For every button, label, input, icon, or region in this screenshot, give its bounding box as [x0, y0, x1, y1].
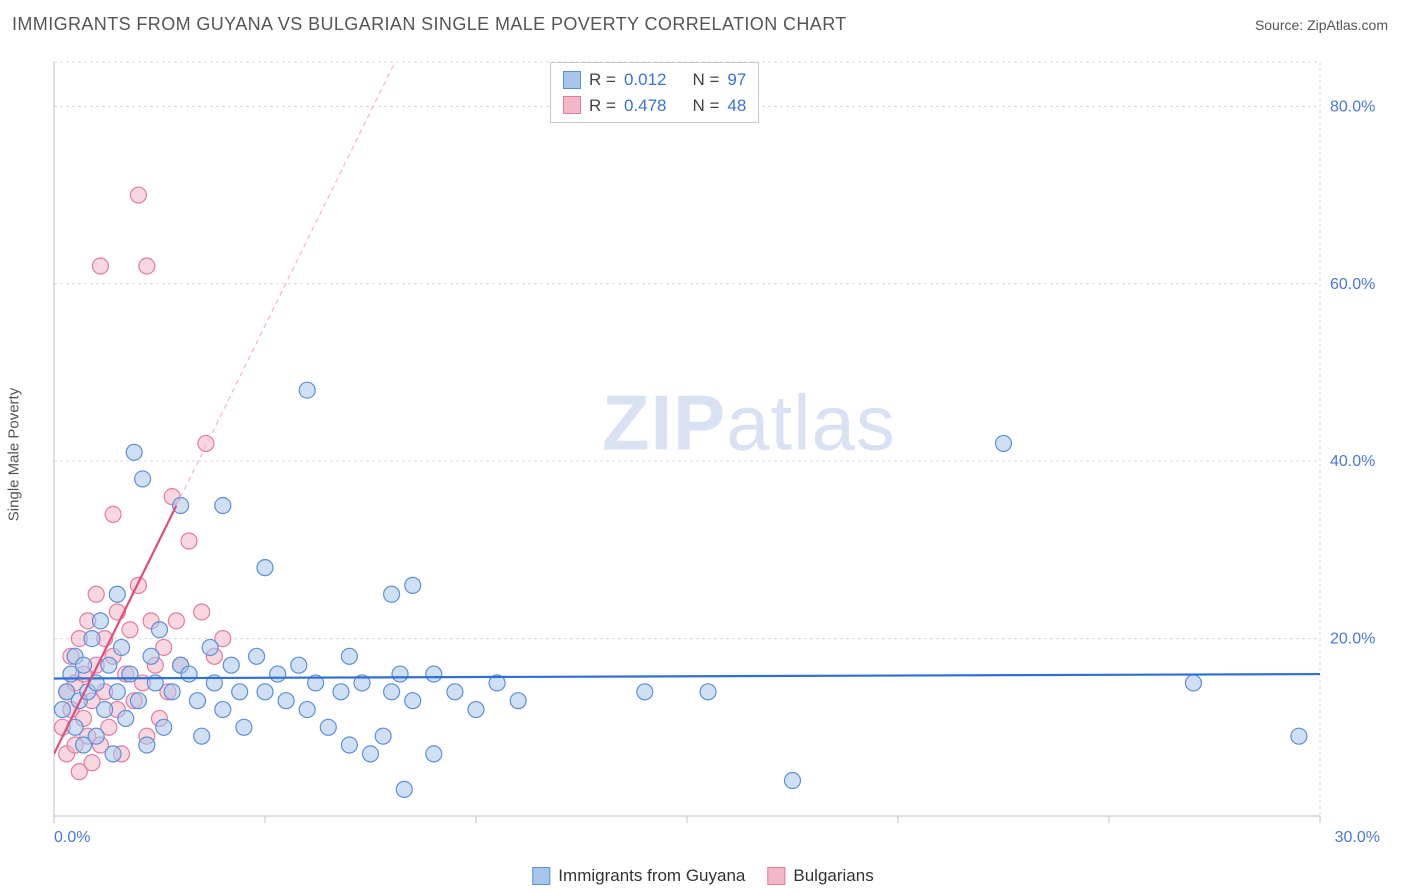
y-axis-label: Single Male Poverty: [6, 388, 23, 521]
legend: Immigrants from Guyana Bulgarians: [532, 866, 873, 886]
legend-swatch-icon: [767, 867, 785, 885]
correlation-stat-box: R =0.012N =97R =0.478N =48: [550, 62, 759, 123]
chart-title: IMMIGRANTS FROM GUYANA VS BULGARIAN SING…: [12, 14, 847, 35]
svg-text:40.0%: 40.0%: [1330, 453, 1375, 470]
legend-label: Bulgarians: [793, 866, 873, 886]
scatter-plot: 20.0% 40.0% 60.0% 80.0% 0.0% 30.0%: [50, 58, 1394, 852]
stat-row: R =0.012N =97: [563, 67, 746, 93]
stat-row: R =0.478N =48: [563, 93, 746, 119]
legend-swatch-icon: [532, 867, 550, 885]
svg-text:0.0%: 0.0%: [54, 829, 90, 846]
legend-label: Immigrants from Guyana: [558, 866, 745, 886]
svg-text:80.0%: 80.0%: [1330, 98, 1375, 115]
source-label: Source: ZipAtlas.com: [1255, 17, 1388, 33]
legend-item-bulgarians: Bulgarians: [767, 866, 873, 886]
svg-text:60.0%: 60.0%: [1330, 276, 1375, 293]
svg-text:20.0%: 20.0%: [1330, 631, 1375, 648]
legend-item-guyana: Immigrants from Guyana: [532, 866, 745, 886]
chart-container: ZIPatlas 20.0%40.0%60.0%80.0%0.0%30.0% R…: [50, 58, 1394, 852]
svg-text:30.0%: 30.0%: [1335, 829, 1380, 846]
